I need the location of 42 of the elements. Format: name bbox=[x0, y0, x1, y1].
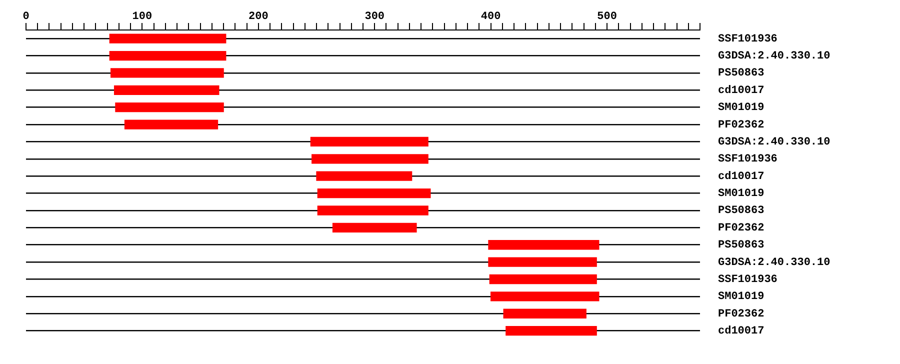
bar bbox=[332, 222, 417, 232]
y-tick-label: PF02362 bbox=[718, 119, 764, 132]
x-tick-label: 300 bbox=[364, 11, 385, 24]
y-tick-label: PF02362 bbox=[718, 308, 764, 320]
y-tick-label: cd10017 bbox=[718, 170, 764, 183]
bar bbox=[124, 120, 218, 130]
bar bbox=[503, 308, 586, 318]
y-tick-label: cd10017 bbox=[718, 84, 764, 97]
y-tick-label: SSF101936 bbox=[718, 274, 778, 286]
y-tick-label: SM01019 bbox=[718, 102, 764, 114]
y-tick-label: PS50863 bbox=[718, 240, 765, 252]
bar bbox=[114, 85, 220, 95]
x-tick-label: 0 bbox=[22, 11, 30, 24]
bar bbox=[109, 34, 226, 44]
y-tick-label: G3DSA:2.40.330.10 bbox=[718, 50, 830, 63]
x-tick-label: 500 bbox=[597, 11, 617, 24]
y-tick-label: G3DSA:2.40.330.10 bbox=[718, 256, 830, 269]
bar bbox=[490, 292, 600, 302]
bar bbox=[488, 257, 597, 267]
bar bbox=[489, 274, 597, 284]
bar bbox=[317, 188, 431, 198]
bar bbox=[316, 171, 412, 181]
bar bbox=[506, 326, 597, 336]
bar bbox=[317, 206, 428, 216]
x-tick-label: 100 bbox=[132, 11, 152, 24]
y-tick-label: PS50863 bbox=[718, 68, 765, 80]
bar bbox=[488, 240, 600, 250]
bar bbox=[312, 154, 428, 164]
y-tick-label: SSF101936 bbox=[718, 33, 778, 46]
bar bbox=[109, 50, 226, 61]
y-tick-label: cd10017 bbox=[718, 326, 764, 338]
y-tick-label: SM01019 bbox=[718, 291, 764, 304]
y-tick-label: PF02362 bbox=[718, 222, 764, 234]
x-tick-label: 200 bbox=[248, 11, 268, 24]
bar bbox=[310, 136, 428, 147]
bar bbox=[110, 68, 224, 78]
y-tick-label: SM01019 bbox=[718, 188, 764, 200]
y-tick-label: PS50863 bbox=[718, 205, 765, 218]
x-tick-label: 400 bbox=[480, 11, 501, 24]
bar bbox=[115, 102, 224, 112]
y-tick-label: SSF101936 bbox=[718, 154, 778, 166]
y-tick-label: G3DSA:2.40.330.10 bbox=[718, 136, 830, 148]
